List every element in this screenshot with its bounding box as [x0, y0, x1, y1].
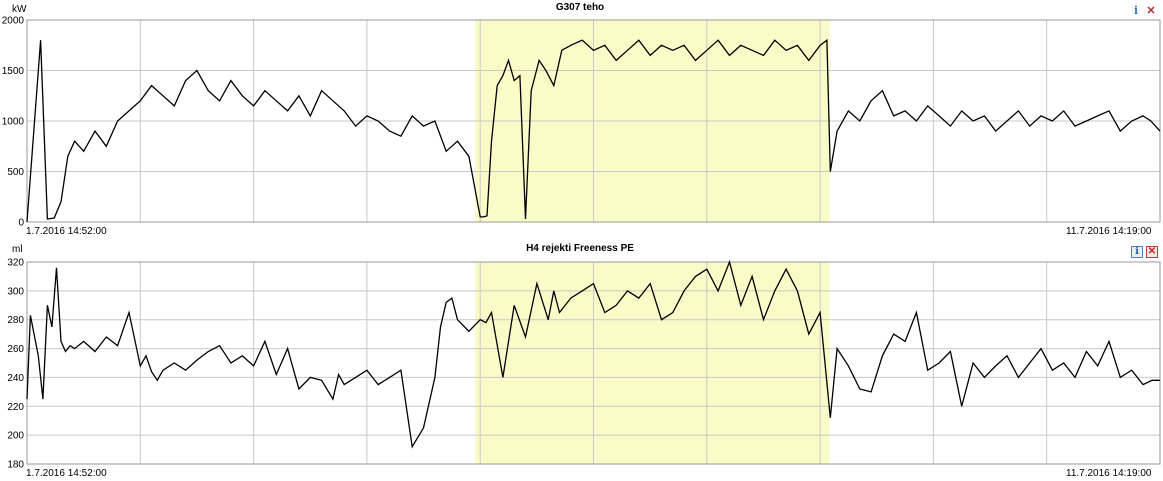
y-tick-label: 500	[7, 167, 24, 178]
close-icon[interactable]: ✕	[1146, 246, 1158, 258]
series-line	[26, 259, 1160, 449]
plot-frame	[26, 19, 1161, 223]
chart-title: H4 rejekti Freeness PE	[526, 243, 634, 254]
series-line	[26, 38, 1161, 223]
y-axis-unit: kW	[12, 4, 27, 15]
y-tick-label: 240	[7, 373, 24, 384]
info-icon[interactable]: i	[1131, 246, 1143, 258]
y-tick-label: 280	[7, 315, 24, 326]
y-tick-label: 200	[7, 431, 24, 442]
y-tick-label: 260	[7, 344, 24, 355]
y-tick-label: 320	[7, 258, 24, 269]
y-tick-label: 180	[7, 460, 24, 471]
y-tick-label: 1000	[2, 117, 25, 128]
y-axis-unit: ml	[12, 244, 23, 255]
chart-title: G307 teho	[555, 2, 605, 13]
y-tick-label: 1500	[2, 66, 25, 77]
plot-frame	[26, 261, 1161, 465]
x-axis-end-label: 11.7.2016 14:19:00	[1066, 226, 1152, 237]
chart-panel-freeness: H4 rejekti Freeness PE i ✕ ml 180 200 220 2…	[0, 240, 1163, 481]
x-axis-end-label: 11.7.2016 14:19:00	[1066, 468, 1152, 479]
chart-plot-freeness: 180 200 220 240 260 280 300 320	[7, 258, 1161, 471]
y-tick-label: 0	[18, 218, 24, 229]
info-icon[interactable]: i	[1133, 4, 1139, 17]
close-icon[interactable]: ✕	[1146, 5, 1156, 17]
y-tick-label: 2000	[2, 16, 25, 27]
chart-plot-power: 0 500 1000 1500 2000	[2, 16, 1161, 229]
x-axis-start-label: 1.7.2016 14:52:00	[26, 226, 107, 237]
chart-panel-power: G307 teho i ✕ kW 0 500 1000 1500 2000 1.7.20…	[0, 0, 1163, 240]
y-tick-label: 300	[7, 286, 24, 297]
y-tick-label: 220	[7, 402, 24, 413]
x-axis-start-label: 1.7.2016 14:52:00	[26, 468, 107, 479]
